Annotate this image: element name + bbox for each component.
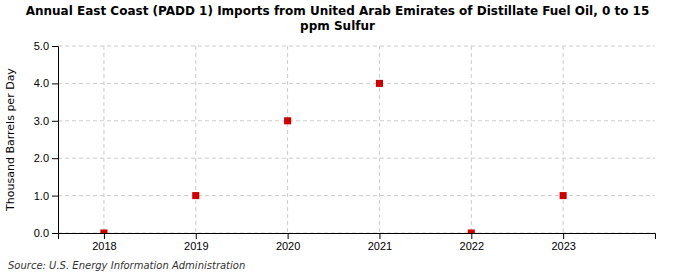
y-axis-title: Thousand Barrels per Day [4, 68, 17, 212]
y-tick: 3.0 [34, 115, 58, 127]
plot-area: 2018 2019 2020 2021 2022 2023 0.0 1.0 2.0 3.0 4.0 5… [34, 40, 656, 252]
grid-line-y [58, 83, 655, 84]
x-tick-mark [288, 233, 289, 239]
grid-line-x [103, 46, 104, 233]
x-tick: 2018 [92, 233, 116, 252]
title-line: ppm Sulfur [300, 19, 375, 33]
x-tick-label: 2023 [551, 240, 575, 252]
y-tick-label: 2.0 [34, 152, 49, 164]
grid-line-x [195, 46, 196, 233]
grid-line-y [58, 158, 655, 159]
x-tick-label: 2018 [92, 240, 116, 252]
x-axis: 2018 2019 2020 2021 2022 2023 [59, 233, 656, 252]
y-tick: 0.0 [34, 227, 58, 239]
y-tick-label: 3.0 [34, 115, 49, 127]
y-tick-mark [52, 46, 58, 47]
point [376, 80, 383, 87]
y-tick: 4.0 [34, 77, 58, 89]
point [560, 192, 567, 199]
grid-line-y [58, 46, 655, 47]
y-tick: 2.0 [34, 152, 58, 164]
x-tick: 2021 [368, 233, 392, 252]
y-tick-label: 5.0 [34, 40, 49, 52]
grid-line-x [471, 46, 472, 233]
x-tick-label: 2022 [460, 240, 484, 252]
y-tick-label: 0.0 [34, 227, 49, 239]
point [192, 192, 199, 199]
x-tick-mark [104, 233, 105, 239]
title-line: Annual East Coast (PADD 1) Imports from … [26, 4, 650, 18]
marks [100, 80, 566, 233]
grid-line-x [563, 46, 564, 233]
y-tick-mark [52, 196, 58, 197]
grid-line-x [287, 46, 288, 233]
y-tick-mark [52, 233, 58, 234]
y-tick-label: 4.0 [34, 77, 49, 89]
y-axis-line [52, 47, 59, 234]
y-axis: 0.0 1.0 2.0 3.0 4.0 5.0 [34, 40, 59, 239]
grid-line-x [379, 46, 380, 233]
point [468, 229, 475, 233]
y-tick-mark [52, 121, 58, 122]
y-tick: 5.0 [34, 40, 58, 52]
source-note: Source: U.S. Energy Information Administ… [8, 260, 245, 271]
x-axis-line [59, 234, 656, 240]
x-tick: 2022 [460, 233, 484, 252]
x-tick-mark [379, 233, 380, 239]
x-tick: 2020 [276, 233, 300, 252]
x-tick-label: 2021 [368, 240, 392, 252]
chart: 2018 2019 2020 2021 2022 2023 0.0 1.0 2.0 3.0 4.0 5… [0, 0, 675, 275]
x-tick-label: 2020 [276, 240, 300, 252]
x-tick-mark [563, 233, 564, 239]
y-tick-mark [52, 83, 58, 84]
point [100, 229, 107, 233]
y-tick: 1.0 [34, 190, 58, 202]
x-tick: 2019 [184, 233, 208, 252]
x-tick-label: 2019 [184, 240, 208, 252]
title: Annual East Coast (PADD 1) Imports from … [26, 4, 650, 33]
x-tick-mark [196, 233, 197, 239]
point [284, 117, 291, 124]
x-tick-mark [471, 233, 472, 239]
y-tick-mark [52, 158, 58, 159]
grid-line-y [58, 120, 655, 121]
grid [58, 46, 655, 233]
y-tick-label: 1.0 [34, 190, 49, 202]
x-tick: 2023 [551, 233, 575, 252]
